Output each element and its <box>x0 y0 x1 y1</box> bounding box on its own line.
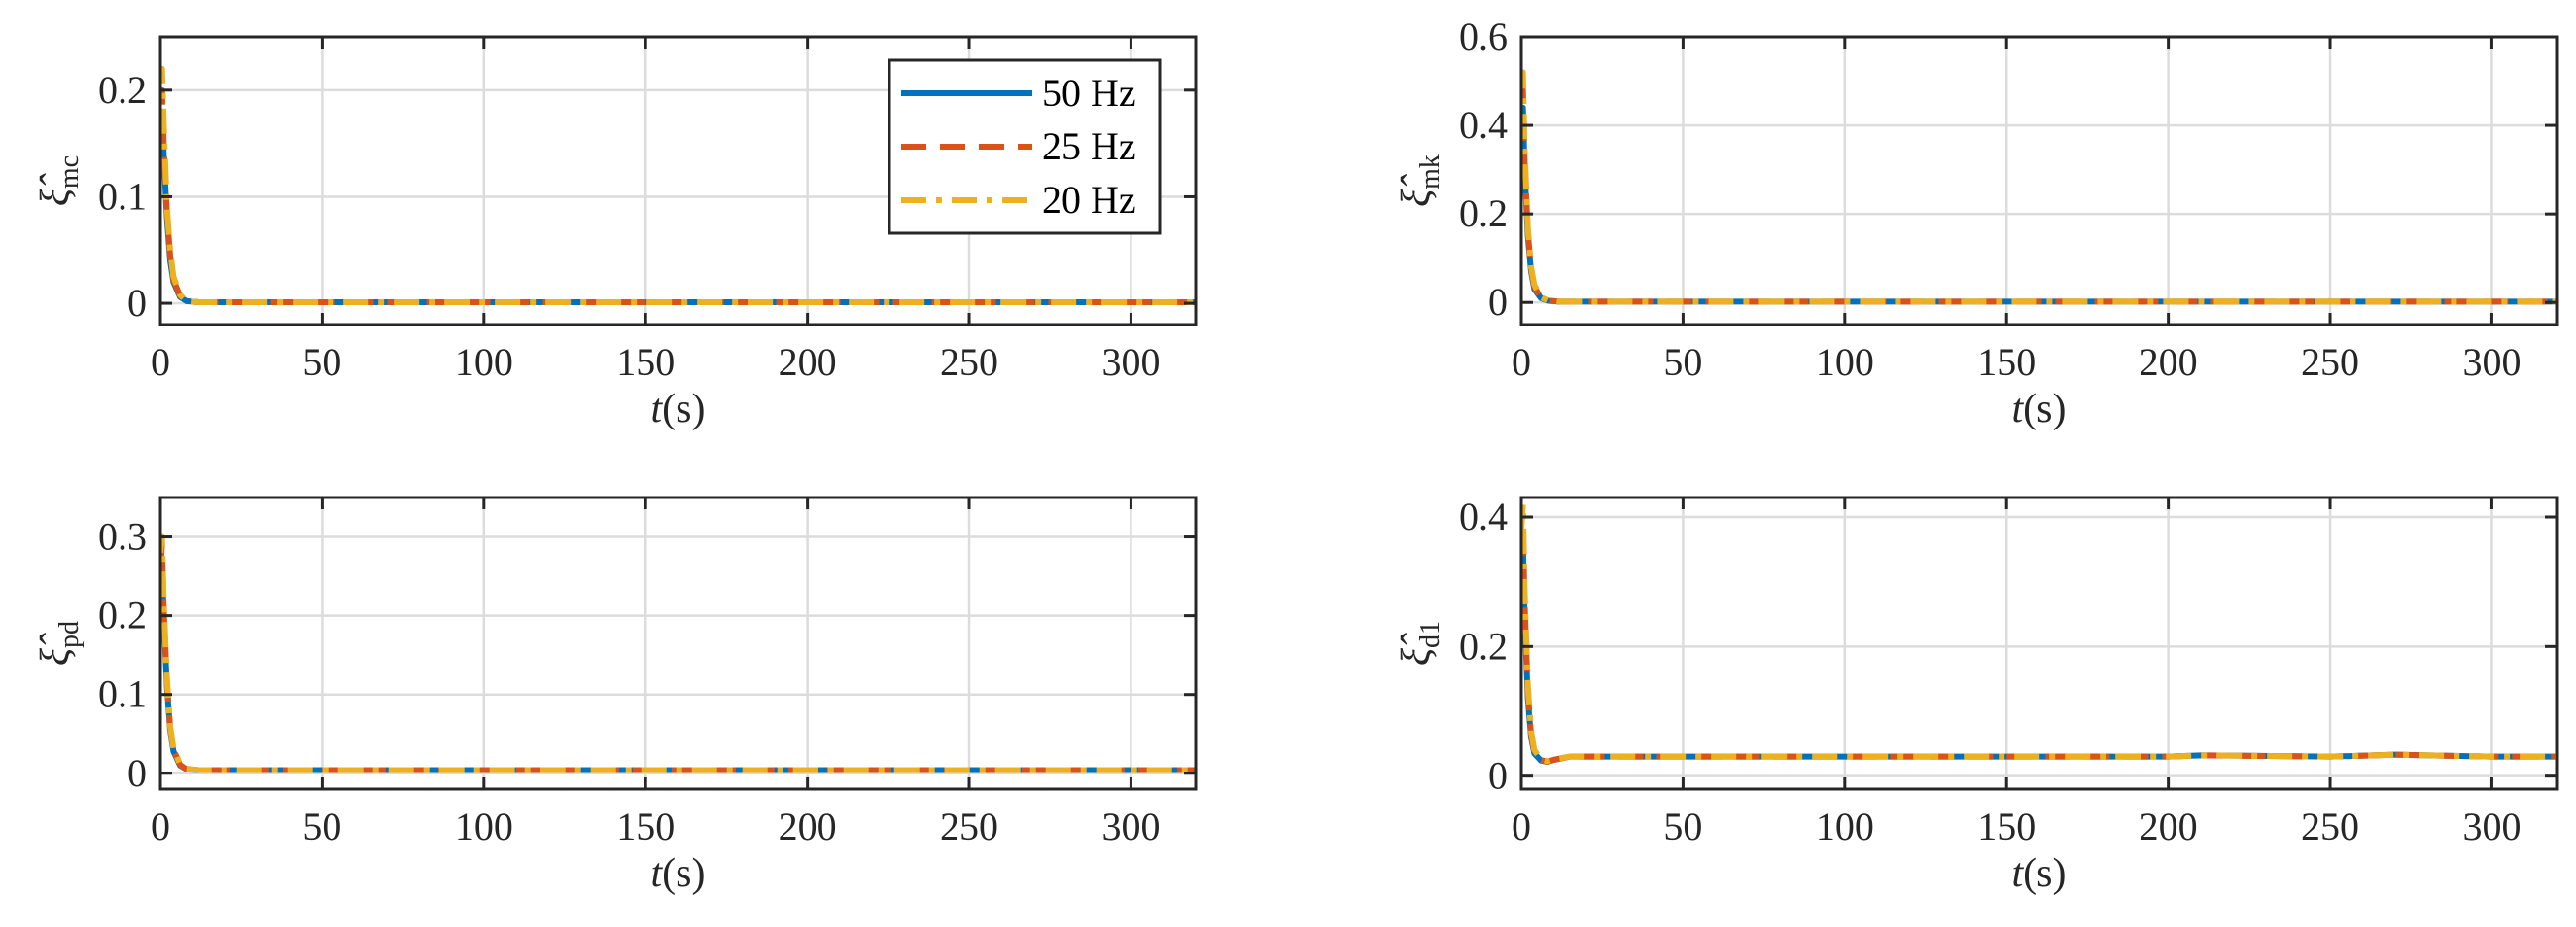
chart3-xtick-label-3: 150 <box>616 805 675 848</box>
chart1-xtick-label-1: 50 <box>302 340 341 384</box>
chart3-axes-box <box>158 496 1198 791</box>
chart2-xtick-label-6: 300 <box>2462 340 2521 384</box>
chart2-ytick-label-2: 0.4 <box>1459 103 1508 147</box>
chart2-panel: 0 50 100 150 200 250 300 0 0.2 0.4 0.6 t(s) ξ̂mk <box>1394 15 2559 431</box>
chart1-xtick-label-4: 200 <box>779 340 837 384</box>
chart2-xtick-label-0: 0 <box>1512 340 1531 384</box>
chart1-legend-label-series-25hz: 25 Hz <box>1042 124 1136 168</box>
chart2-xtick-label-4: 200 <box>2140 340 2198 384</box>
chart2-xlabel-unit: (s) <box>2023 387 2066 431</box>
chart1-xtick-label-2: 100 <box>455 340 513 384</box>
chart4-xtick-label-2: 100 <box>1816 805 1874 848</box>
chart4-xlabel-var: t <box>2012 851 2025 896</box>
chart4-ytick-label-1: 0.2 <box>1459 624 1508 668</box>
chart1-xtick-label-6: 300 <box>1101 340 1160 384</box>
chart2-xtick-label-2: 100 <box>1816 340 1874 384</box>
chart3-xtick-label-2: 100 <box>455 805 513 848</box>
chart2-xtick-label-3: 150 <box>1977 340 2036 384</box>
chart4-xtick-label-5: 250 <box>2301 805 2359 848</box>
chart1-series-20hz-line <box>160 65 1196 305</box>
chart3-ytick-label-0: 0 <box>127 751 147 795</box>
chart2-xlabel: t(s) <box>2012 387 2067 431</box>
chart3-ytick-label-3: 0.3 <box>98 515 147 559</box>
chart3-xlabel-unit: (s) <box>662 851 705 896</box>
chart2-ytick-label-1: 0.2 <box>1459 191 1508 235</box>
chart3-ylabel-sub: pd <box>54 621 85 648</box>
chart2-ytick-label-3: 0.6 <box>1459 15 1508 58</box>
chart2-series-20hz-line <box>1521 69 2557 305</box>
chart3-series-group <box>160 533 1196 773</box>
chart1-axes-box <box>158 35 1198 326</box>
chart1-ytick-label-1: 0.1 <box>98 174 147 218</box>
chart4-series-20hz-line <box>1521 500 2557 765</box>
chart4-xlabel-unit: (s) <box>2023 851 2066 896</box>
chart3-xtick-label-6: 300 <box>1101 805 1160 848</box>
chart4-xtick-label-0: 0 <box>1512 805 1531 848</box>
chart3-panel: 0 50 100 150 200 250 300 0 0.1 0.2 0.3 t(s) ξ̂pd <box>33 496 1198 896</box>
chart4-xtick-label-1: 50 <box>1663 805 1702 848</box>
chart2-series-group <box>1521 69 2557 305</box>
chart3-ytick-label-1: 0.1 <box>98 672 147 716</box>
chart3-series-50hz-line <box>160 557 1196 773</box>
chart1-legend-label-series-50hz: 50 Hz <box>1042 71 1136 115</box>
chart2-ylabel: ξ̂mk <box>1394 154 1445 207</box>
chart1-legend-label-series-20hz: 20 Hz <box>1042 178 1136 222</box>
chart1-xlabel-var: t <box>651 387 664 431</box>
chart1-xtick-label-5: 250 <box>940 340 998 384</box>
chart3-ytick-label-2: 0.2 <box>98 594 147 637</box>
chart3-ylabel: ξ̂pd <box>33 621 85 666</box>
chart2-axes-box <box>1519 35 2559 326</box>
chart4-xlabel: t(s) <box>2012 851 2067 896</box>
chart2-ytick-label-0: 0 <box>1488 280 1508 324</box>
chart4-panel: 0 50 100 150 200 250 300 0 0.2 0.4 t(s) ξ̂d1 <box>1394 495 2559 896</box>
chart2-ylabel-sub: mk <box>1415 154 1445 189</box>
chart1-ylabel: ξ̂mc <box>33 155 85 206</box>
chart4-xtick-label-4: 200 <box>2140 805 2198 848</box>
chart1-xtick-label-3: 150 <box>616 340 675 384</box>
chart3-xtick-label-0: 0 <box>151 805 170 848</box>
chart3-series-20hz-line <box>160 533 1196 773</box>
chart1-xlabel-unit: (s) <box>662 387 705 431</box>
chart3-xlabel-var: t <box>651 851 664 896</box>
chart1-panel: 0 50 100 150 200 250 300 0 0.1 0.2 t(s) ξ̂mc 50 Hz 25… <box>33 35 1198 431</box>
chart1-xtick-label-0: 0 <box>151 340 170 384</box>
chart4-axes-box <box>1519 496 2559 791</box>
chart3-xtick-label-4: 200 <box>779 805 837 848</box>
chart2-xtick-label-1: 50 <box>1663 340 1702 384</box>
chart2-series-25hz-line <box>1521 86 2557 305</box>
chart3-series-25hz-line <box>160 541 1196 773</box>
chart4-series-group <box>1521 500 2557 765</box>
chart1-ylabel-sub: mc <box>54 155 85 189</box>
chart1-xlabel: t(s) <box>651 387 706 431</box>
chart4-series-25hz-line <box>1521 520 2557 765</box>
chart3-xtick-label-5: 250 <box>940 805 998 848</box>
chart2-xtick-label-5: 250 <box>2301 340 2359 384</box>
chart4-ylabel: ξ̂d1 <box>1394 621 1445 666</box>
chart1-ytick-label-2: 0.2 <box>98 68 147 112</box>
chart2-xlabel-var: t <box>2012 387 2025 431</box>
chart4-ytick-label-2: 0.4 <box>1459 495 1508 538</box>
chart2-series-50hz-line <box>1521 104 2557 305</box>
chart4-series-50hz-line <box>1521 539 2557 765</box>
chart3-xlabel: t(s) <box>651 851 706 896</box>
chart4-xtick-label-6: 300 <box>2462 805 2521 848</box>
chart1-legend: 50 Hz 25 Hz 20 Hz <box>888 58 1162 235</box>
chart1-ytick-label-0: 0 <box>127 281 147 325</box>
chart4-ylabel-sub: d1 <box>1415 621 1445 648</box>
chart3-xtick-label-1: 50 <box>302 805 341 848</box>
chart4-ytick-label-0: 0 <box>1488 754 1508 798</box>
chart4-xtick-label-3: 150 <box>1977 805 2036 848</box>
